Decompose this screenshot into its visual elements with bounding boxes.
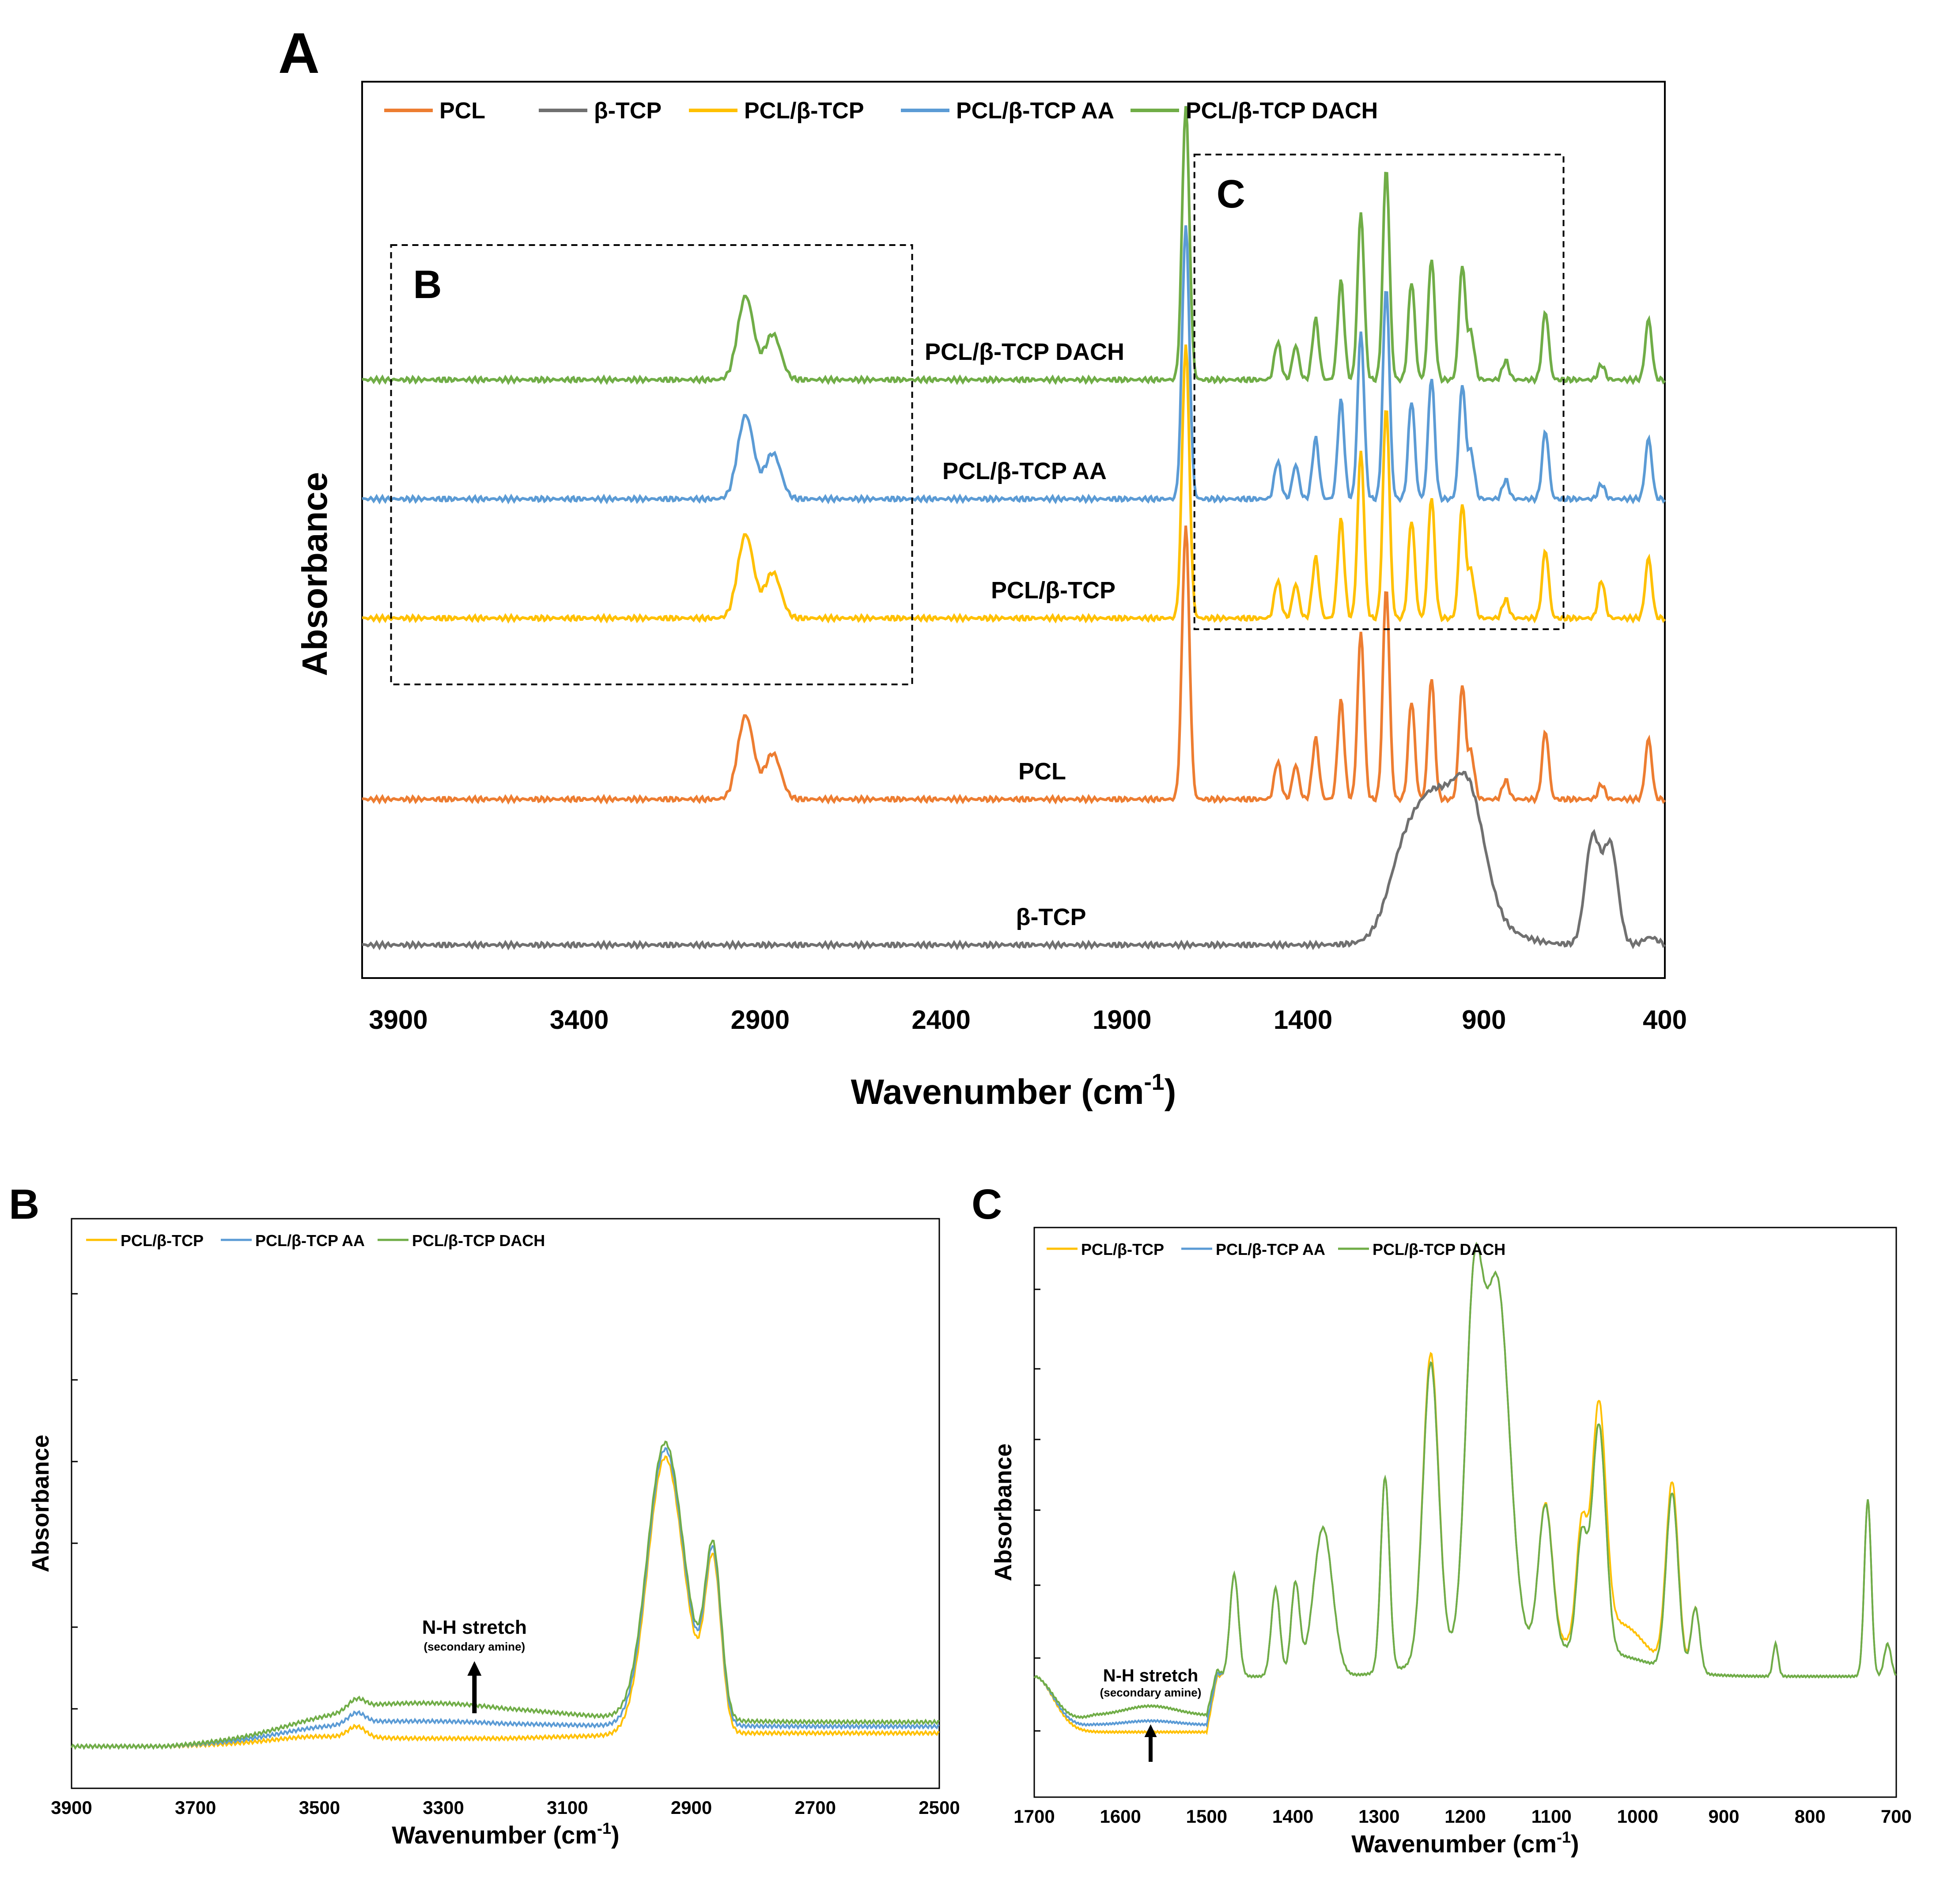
x-tick-label-b-2900: 2900 bbox=[671, 1797, 712, 1818]
series-label-pcl: PCL bbox=[1018, 758, 1066, 785]
series-line-beta-tcp bbox=[362, 771, 1666, 951]
series-line-pcl-beta-tcp bbox=[362, 344, 1666, 624]
x-tick-label-c-900: 900 bbox=[1709, 1806, 1739, 1827]
x-tick-label-b-2500: 2500 bbox=[919, 1797, 960, 1818]
x-tick-label-c-800: 800 bbox=[1795, 1806, 1826, 1827]
panel-a-x-axis-label: Wavenumber (cm-1) bbox=[851, 1069, 1176, 1111]
panel-c-legend: PCL/β-TCP PCL/β-TCP AA PCL/β-TCP DACH bbox=[1047, 1240, 1505, 1258]
x-tick-label-c-1000: 1000 bbox=[1617, 1806, 1658, 1827]
panel-b-series-line-pcl-beta-tcp bbox=[71, 1455, 940, 1750]
panel-c-annotation: N-H stretch(secondary amine) bbox=[1100, 1666, 1202, 1762]
x-tick-label-b-3900: 3900 bbox=[51, 1797, 92, 1818]
panel-b-annotation-subtitle: (secondary amine) bbox=[424, 1640, 525, 1653]
panel-a-legend: PCL β-TCP PCL/β-TCP PCL/β-TCP AA PCL/β-TCP D… bbox=[384, 98, 1378, 124]
panel-b-curves bbox=[71, 1440, 940, 1750]
panel-a-series-labels: PCL/β-TCP DACH PCL/β-TCP AA PCL/β-TCP PCL β-… bbox=[925, 339, 1124, 930]
panel-b-x-axis-label: Wavenumber (cm-1) bbox=[392, 1819, 619, 1849]
panel-b-y-ticks bbox=[72, 1293, 78, 1710]
panel-c-series-line-pcl-beta-tcp bbox=[1033, 1242, 1897, 1735]
panel-c: C PCL/β-TCP PCL/β-TCP AA PCL/β-TCP DACH N-… bbox=[972, 1181, 1912, 1858]
panel-c-legend-label-pcl-beta-tcp: PCL/β-TCP bbox=[1081, 1240, 1164, 1258]
x-tick-label-c-1400: 1400 bbox=[1272, 1806, 1313, 1827]
panel-a-x-ticks: 3900 3400 2900 2400 1900 1400 900 400 bbox=[369, 1005, 1687, 1035]
x-tick-label-a-3900: 3900 bbox=[369, 1005, 427, 1035]
panel-a-plot-frame bbox=[361, 81, 1666, 979]
legend-label-pcl-beta-tcp: PCL/β-TCP bbox=[744, 98, 864, 124]
panel-c-legend-label-pcl-beta-tcp-dach: PCL/β-TCP DACH bbox=[1373, 1240, 1505, 1258]
panel-b-annotation-title: N-H stretch bbox=[422, 1617, 527, 1638]
panel-c-x-axis-label: Wavenumber (cm-1) bbox=[1351, 1828, 1579, 1858]
panel-b: B PCL/β-TCP PCL/β-TCP AA PCL/β-TCP DACH N-… bbox=[9, 1181, 960, 1849]
x-tick-label-c-1600: 1600 bbox=[1100, 1806, 1141, 1827]
panel-b-legend-label-pcl-beta-tcp-aa: PCL/β-TCP AA bbox=[255, 1232, 365, 1250]
x-tick-label-c-1200: 1200 bbox=[1444, 1806, 1486, 1827]
x-tick-label-b-3300: 3300 bbox=[423, 1797, 464, 1818]
series-label-pcl-beta-tcp-aa: PCL/β-TCP AA bbox=[942, 458, 1107, 484]
series-label-beta-tcp: β-TCP bbox=[1016, 904, 1086, 930]
panel-a-letter: A bbox=[278, 21, 320, 85]
series-label-pcl-beta-tcp-dach: PCL/β-TCP DACH bbox=[925, 339, 1124, 365]
panel-b-legend: PCL/β-TCP PCL/β-TCP AA PCL/β-TCP DACH bbox=[86, 1232, 545, 1250]
panel-a-curves bbox=[362, 106, 1666, 951]
panel-b-legend-label-pcl-beta-tcp: PCL/β-TCP bbox=[121, 1232, 204, 1250]
x-tick-label-a-2400: 2400 bbox=[911, 1005, 970, 1035]
panel-a-inset-boxes: BC bbox=[390, 154, 1565, 685]
panel-c-curves bbox=[1033, 1242, 1897, 1735]
series-label-pcl-beta-tcp: PCL/β-TCP bbox=[991, 577, 1115, 604]
panel-c-annotation-subtitle: (secondary amine) bbox=[1100, 1686, 1202, 1699]
legend-label-pcl-beta-tcp-dach: PCL/β-TCP DACH bbox=[1186, 98, 1378, 124]
x-tick-label-a-400: 400 bbox=[1643, 1005, 1687, 1035]
series-line-pcl-beta-tcp-dach bbox=[362, 106, 1666, 385]
panel-b-letter: B bbox=[9, 1181, 39, 1228]
panel-b-y-axis-label: Absorbance bbox=[27, 1435, 54, 1572]
x-tick-label-a-1400: 1400 bbox=[1274, 1005, 1332, 1035]
inset-box-label-c: C bbox=[1217, 172, 1245, 216]
x-tick-label-c-1500: 1500 bbox=[1186, 1806, 1227, 1827]
legend-label-pcl-beta-tcp-aa: PCL/β-TCP AA bbox=[956, 98, 1114, 124]
panel-c-y-ticks bbox=[1034, 1288, 1040, 1732]
x-tick-label-b-3100: 3100 bbox=[547, 1797, 588, 1818]
panel-b-x-ticks: 3900 3700 3500 3300 3100 2900 2700 2500 bbox=[51, 1797, 960, 1818]
panel-c-annotation-arrowhead bbox=[1144, 1724, 1157, 1737]
x-tick-label-a-2900: 2900 bbox=[731, 1005, 790, 1035]
inset-box-b bbox=[390, 244, 913, 685]
x-tick-label-a-3400: 3400 bbox=[550, 1005, 609, 1035]
x-tick-label-a-1900: 1900 bbox=[1093, 1005, 1151, 1035]
panel-c-legend-label-pcl-beta-tcp-aa: PCL/β-TCP AA bbox=[1216, 1240, 1325, 1258]
panel-b-series-line-pcl-beta-tcp-aa bbox=[71, 1447, 940, 1750]
inset-box-label-b: B bbox=[413, 263, 442, 307]
x-tick-label-c-1300: 1300 bbox=[1358, 1806, 1399, 1827]
panel-c-letter: C bbox=[972, 1181, 1002, 1228]
series-line-pcl bbox=[362, 525, 1666, 805]
legend-label-beta-tcp: β-TCP bbox=[594, 98, 662, 124]
panel-b-annotation-arrowhead bbox=[467, 1661, 482, 1676]
panel-a: A BC PCL β-TCP PCL/β-TCP PCL/β-TCP AA PCL/β-… bbox=[278, 21, 1687, 1111]
x-tick-label-c-1100: 1100 bbox=[1531, 1806, 1572, 1827]
x-tick-label-b-3700: 3700 bbox=[175, 1797, 216, 1818]
x-tick-label-a-900: 900 bbox=[1462, 1005, 1506, 1035]
panel-a-y-axis-label: Absorbance bbox=[295, 472, 334, 676]
series-line-pcl-beta-tcp-aa bbox=[362, 225, 1666, 505]
panel-c-x-ticks: 1700 1600 1500 1400 1300 1200 1100 1000 900 800 70… bbox=[1013, 1806, 1912, 1827]
inset-box-c bbox=[1193, 154, 1565, 630]
panel-b-series-line-pcl-beta-tcp-dach bbox=[71, 1440, 940, 1750]
legend-label-pcl: PCL bbox=[439, 98, 485, 124]
panel-b-plot-frame bbox=[71, 1218, 940, 1789]
panel-c-series-line-pcl-beta-tcp-aa bbox=[1033, 1242, 1897, 1728]
panel-c-series-line-pcl-beta-tcp-dach bbox=[1033, 1242, 1897, 1719]
panel-b-annotation: N-H stretch (secondary amine) bbox=[422, 1617, 527, 1713]
panel-b-legend-label-pcl-beta-tcp-dach: PCL/β-TCP DACH bbox=[412, 1232, 545, 1250]
panel-c-y-axis-label: Absorbance bbox=[990, 1443, 1017, 1581]
panel-c-annotation-title: N-H stretch bbox=[1103, 1666, 1199, 1685]
x-tick-label-c-700: 700 bbox=[1881, 1806, 1912, 1827]
x-tick-label-c-1700: 1700 bbox=[1013, 1806, 1055, 1827]
x-tick-label-b-2700: 2700 bbox=[795, 1797, 836, 1818]
x-tick-label-b-3500: 3500 bbox=[299, 1797, 340, 1818]
panel-c-plot-frame bbox=[1033, 1227, 1897, 1798]
